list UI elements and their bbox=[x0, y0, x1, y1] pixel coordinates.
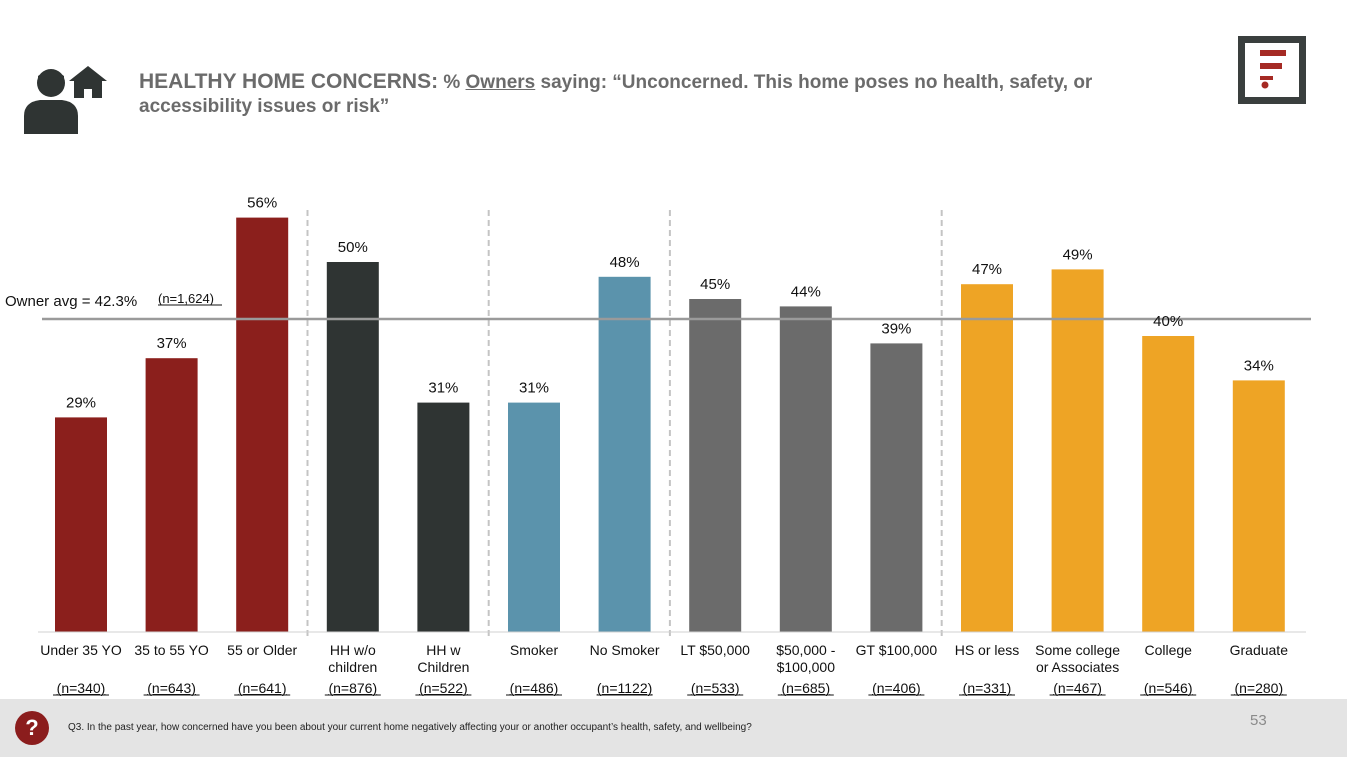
bar-6 bbox=[508, 402, 560, 632]
bar-5 bbox=[417, 402, 470, 632]
category-label: $100,000 bbox=[777, 659, 836, 675]
sample-size-label: (n=533) bbox=[691, 680, 740, 696]
title-rest: saying: “Unconcerned. This home poses no… bbox=[139, 72, 1093, 117]
sample-size-label: (n=685) bbox=[781, 680, 830, 696]
bar-7 bbox=[598, 276, 651, 632]
sample-size-label: (n=643) bbox=[147, 680, 196, 696]
sample-size-label: (n=331) bbox=[963, 680, 1012, 696]
title-lead: HEALTHY HOME CONCERNS: bbox=[139, 70, 439, 93]
sample-size-label: (n=641) bbox=[238, 680, 287, 696]
category-label: Under 35 YO bbox=[40, 642, 122, 658]
sample-size-label: (n=280) bbox=[1234, 680, 1283, 696]
bar-10 bbox=[870, 343, 923, 632]
bar-14 bbox=[1232, 380, 1285, 632]
owner-avg-n-label: (n=1,624) bbox=[158, 291, 214, 306]
category-label: LT $50,000 bbox=[680, 642, 750, 658]
data-label: 37% bbox=[157, 335, 187, 352]
sample-size-label: (n=546) bbox=[1144, 680, 1193, 696]
category-label: $50,000 - bbox=[776, 642, 835, 658]
category-label: children bbox=[328, 659, 377, 675]
sample-size-label: (n=406) bbox=[872, 680, 921, 696]
data-label: 50% bbox=[338, 239, 368, 256]
person-home-icon bbox=[24, 66, 107, 134]
category-label: HS or less bbox=[955, 642, 1020, 658]
sample-size-label: (n=876) bbox=[328, 680, 377, 696]
bar-3 bbox=[236, 217, 289, 632]
data-label: 31% bbox=[428, 380, 458, 397]
data-label: 34% bbox=[1244, 357, 1274, 374]
data-label: 56% bbox=[247, 195, 277, 212]
bar-11 bbox=[961, 284, 1013, 632]
category-label: 35 to 55 YO bbox=[134, 642, 209, 658]
sample-size-label: (n=486) bbox=[510, 680, 559, 696]
category-label: Graduate bbox=[1230, 642, 1289, 658]
bar-12 bbox=[1051, 269, 1104, 632]
category-label: Some college bbox=[1035, 642, 1120, 658]
footer-bar bbox=[0, 699, 1347, 757]
data-label: 45% bbox=[700, 276, 730, 293]
bar-13 bbox=[1142, 336, 1195, 632]
data-label: 40% bbox=[1153, 313, 1183, 330]
page-title: HEALTHY HOME CONCERNS: % Owners saying: … bbox=[139, 70, 1189, 119]
bar-2 bbox=[145, 358, 198, 632]
page-number: 53 bbox=[1250, 712, 1267, 729]
category-label: Children bbox=[417, 659, 469, 675]
sample-size-label: (n=467) bbox=[1053, 680, 1102, 696]
category-label: Smoker bbox=[510, 642, 559, 658]
data-label: 29% bbox=[66, 394, 96, 411]
question-text: Q3. In the past year, how concerned have… bbox=[68, 722, 752, 733]
data-label: 49% bbox=[1063, 246, 1093, 263]
bar-chart: Owner avg = 42.3% (n=1,624) 29% Under 35 … bbox=[5, 195, 1311, 696]
category-label: College bbox=[1144, 642, 1192, 658]
bar-1 bbox=[55, 417, 107, 632]
sample-size-label: (n=340) bbox=[57, 680, 106, 696]
data-label: 48% bbox=[610, 254, 640, 271]
category-label: No Smoker bbox=[590, 642, 660, 658]
category-label: 55 or Older bbox=[227, 642, 297, 658]
data-label: 44% bbox=[791, 283, 821, 300]
category-label: HH w/o bbox=[330, 642, 376, 658]
data-label: 47% bbox=[972, 261, 1002, 278]
sample-size-label: (n=522) bbox=[419, 680, 468, 696]
category-label: HH w bbox=[426, 642, 461, 658]
data-label: 39% bbox=[881, 320, 911, 337]
bar-9 bbox=[779, 306, 832, 632]
title-pre: % bbox=[438, 72, 466, 93]
bar-4 bbox=[326, 262, 379, 632]
owner-avg-label: Owner avg = 42.3% bbox=[5, 293, 137, 310]
category-label: or Associates bbox=[1036, 659, 1119, 675]
bar-8 bbox=[689, 299, 742, 632]
title-underlined: Owners bbox=[465, 72, 536, 93]
sample-size-label: (n=1122) bbox=[597, 680, 652, 696]
category-label: GT $100,000 bbox=[856, 642, 938, 658]
question-icon: ? bbox=[15, 711, 49, 745]
data-label: 31% bbox=[519, 380, 549, 397]
brand-logo-icon bbox=[1238, 36, 1306, 104]
